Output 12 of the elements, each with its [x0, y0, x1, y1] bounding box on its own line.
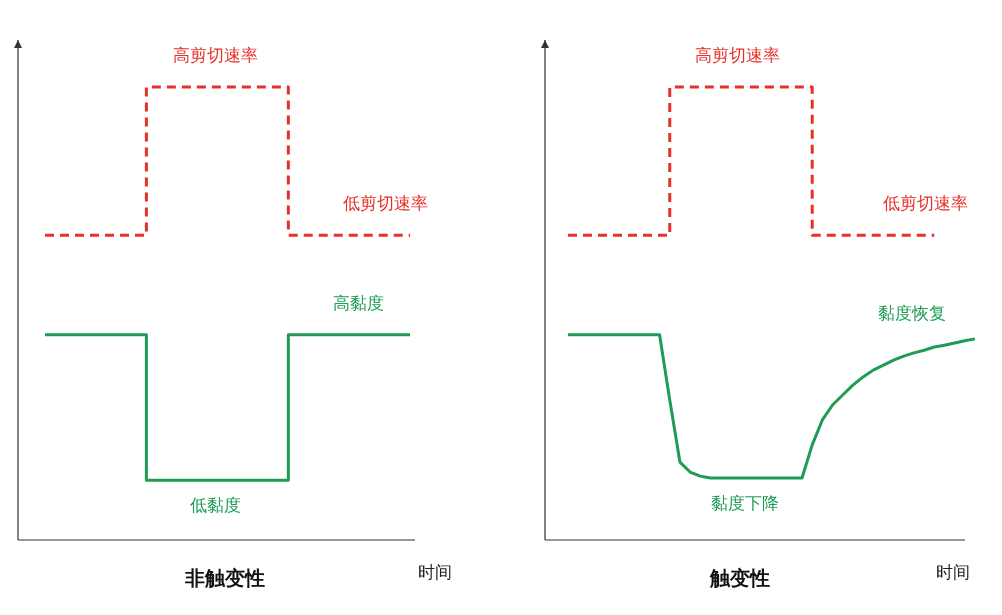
x-axis-title: 时间 — [936, 562, 970, 582]
annotation: 低黏度 — [189, 495, 241, 516]
annotation: 黏度恢复 — [878, 303, 946, 324]
annotation: 低剪切速率 — [882, 193, 968, 214]
annotation: 低剪切速率 — [342, 193, 428, 214]
annotation: 高剪切速率 — [172, 45, 258, 65]
text: 触变性 — [709, 566, 770, 590]
annotation: 黏度下降 — [711, 492, 779, 513]
x-axis-title: 时间 — [418, 562, 452, 582]
annotation: 高剪切速率 — [694, 45, 780, 65]
annotation: 高黏度 — [332, 292, 384, 313]
text: 非触变性 — [184, 566, 265, 590]
